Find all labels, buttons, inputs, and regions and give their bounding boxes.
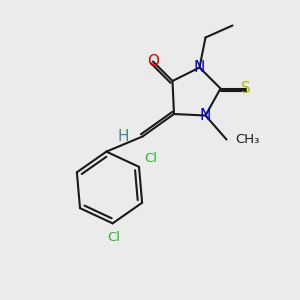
Text: O: O <box>147 54 159 69</box>
Text: N: N <box>194 60 205 75</box>
Text: N: N <box>200 108 211 123</box>
Text: Cl: Cl <box>144 152 157 165</box>
Text: S: S <box>241 81 251 96</box>
Text: Cl: Cl <box>107 231 120 244</box>
Text: H: H <box>117 129 129 144</box>
Text: CH₃: CH₃ <box>236 133 260 146</box>
